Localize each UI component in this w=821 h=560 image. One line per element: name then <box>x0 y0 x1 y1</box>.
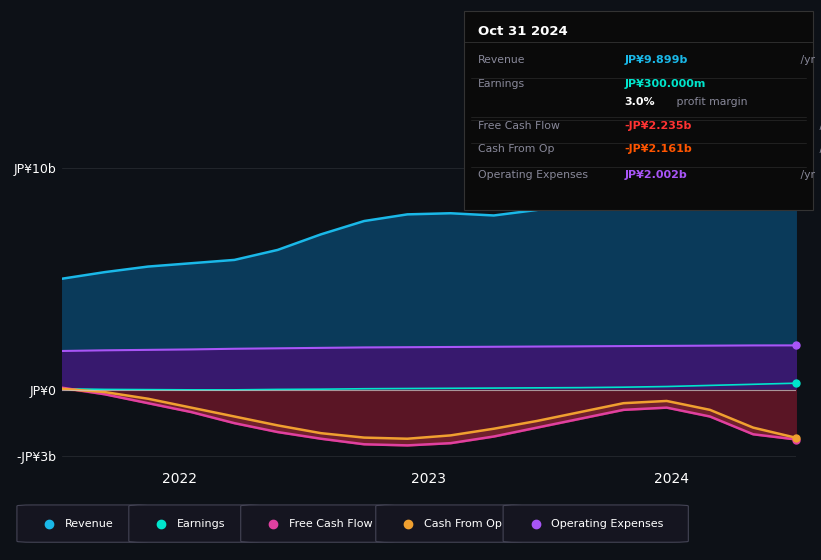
Text: JP¥300.000m: JP¥300.000m <box>624 79 706 89</box>
Text: /yr: /yr <box>816 120 821 130</box>
Text: Free Cash Flow: Free Cash Flow <box>288 519 372 529</box>
Text: 3.0%: 3.0% <box>624 97 655 106</box>
FancyBboxPatch shape <box>241 505 395 542</box>
Text: /yr: /yr <box>797 55 815 65</box>
Text: Earnings: Earnings <box>177 519 225 529</box>
Text: Revenue: Revenue <box>478 55 525 65</box>
Text: Cash From Op: Cash From Op <box>478 144 554 155</box>
FancyBboxPatch shape <box>503 505 688 542</box>
Text: Operating Expenses: Operating Expenses <box>551 519 663 529</box>
Text: -JP¥2.235b: -JP¥2.235b <box>624 120 692 130</box>
Text: Cash From Op: Cash From Op <box>424 519 502 529</box>
Text: JP¥2.002b: JP¥2.002b <box>624 170 687 180</box>
FancyBboxPatch shape <box>129 505 260 542</box>
Text: Free Cash Flow: Free Cash Flow <box>478 120 560 130</box>
Text: -JP¥2.161b: -JP¥2.161b <box>624 144 692 155</box>
Text: JP¥9.899b: JP¥9.899b <box>624 55 688 65</box>
Text: /yr: /yr <box>797 170 815 180</box>
Text: Operating Expenses: Operating Expenses <box>478 170 588 180</box>
FancyBboxPatch shape <box>464 11 813 210</box>
FancyBboxPatch shape <box>17 505 148 542</box>
Text: /yr: /yr <box>816 144 821 155</box>
Text: Oct 31 2024: Oct 31 2024 <box>478 25 567 38</box>
FancyBboxPatch shape <box>376 505 522 542</box>
Text: profit margin: profit margin <box>673 97 748 106</box>
Text: Revenue: Revenue <box>65 519 113 529</box>
Text: Earnings: Earnings <box>478 79 525 89</box>
